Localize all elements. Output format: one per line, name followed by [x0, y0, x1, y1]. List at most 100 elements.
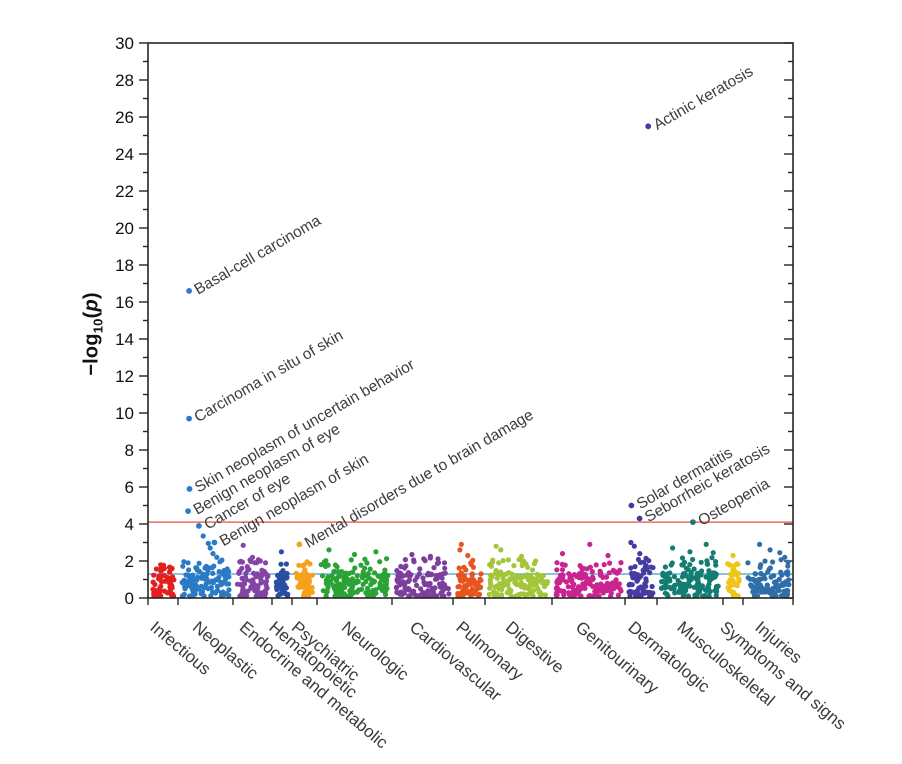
- scatter-point: [333, 578, 340, 584]
- scatter-point: [511, 563, 517, 569]
- scatter-point: [373, 549, 379, 555]
- scatter-point: [253, 573, 259, 579]
- scatter-point: [507, 577, 513, 583]
- scatter-point: [324, 589, 330, 595]
- scatter-point: [767, 547, 773, 553]
- scatter-point: [167, 588, 173, 594]
- scatter-point: [540, 579, 546, 585]
- scatter-point: [249, 554, 256, 560]
- scatter-point: [505, 557, 511, 563]
- scatter-point: [554, 579, 560, 585]
- scatter-point: [358, 562, 364, 568]
- scatter-point: [326, 547, 332, 553]
- scatter-point: [500, 558, 506, 564]
- scatter-point: [213, 577, 219, 583]
- scatter-point: [694, 570, 701, 576]
- scatter-point: [276, 575, 283, 582]
- y-axis-tick-label: 4: [125, 515, 134, 534]
- scatter-point: [635, 577, 641, 583]
- scatter-point: [300, 584, 306, 590]
- scatter-point: [760, 588, 766, 595]
- scatter-point: [533, 583, 540, 589]
- scatter-point: [770, 559, 776, 565]
- scatter-point: [580, 581, 586, 587]
- scatter-point: [579, 585, 585, 591]
- scatter-point: [575, 591, 581, 597]
- y-axis-tick-label: 0: [125, 589, 134, 608]
- scatter-point: [579, 570, 585, 576]
- scatter-point: [632, 564, 638, 570]
- scatter-point: [601, 562, 607, 568]
- scatter-point: [698, 559, 704, 565]
- scatter-point: [248, 558, 254, 565]
- scatter-point: [477, 584, 484, 590]
- scatter-point: [404, 572, 410, 578]
- y-axis-label-p: p: [80, 299, 103, 312]
- scatter-point: [441, 560, 448, 566]
- scatter-point: [750, 589, 756, 595]
- scatter-point: [181, 559, 187, 565]
- scatter-point: [726, 562, 732, 568]
- scatter-point: [160, 563, 166, 570]
- scatter-point: [427, 553, 433, 560]
- scatter-point: [596, 588, 603, 594]
- scatter-point: [731, 566, 737, 573]
- scatter-point: [631, 543, 637, 549]
- scatter-point: [521, 585, 528, 591]
- scatter-point: [542, 592, 549, 598]
- scatter-point: [360, 569, 366, 575]
- scatter-point: [635, 556, 642, 563]
- scatter-point: [558, 572, 564, 579]
- scatter-point: [283, 561, 289, 567]
- scatter-point: [417, 566, 423, 572]
- scatter-point: [630, 575, 636, 581]
- scatter-point: [512, 575, 519, 582]
- scatter-point: [628, 581, 634, 587]
- y-axis-tick-label: 24: [115, 145, 134, 164]
- scatter-point: [660, 570, 666, 576]
- scatter-point: [758, 576, 764, 582]
- scatter-point: [641, 588, 647, 594]
- scatter-point: [224, 581, 230, 587]
- scatter-point: [455, 584, 461, 590]
- scatter-point: [575, 586, 581, 592]
- scatter-point: [367, 566, 373, 572]
- scatter-point: [687, 562, 693, 568]
- scatter-point: [752, 571, 759, 577]
- scatter-point: [587, 541, 593, 548]
- scatter-point: [226, 592, 232, 599]
- scatter-point: [401, 565, 408, 571]
- scatter-point: [659, 579, 665, 585]
- scatter-point: [278, 561, 284, 567]
- scatter-point: [244, 593, 250, 599]
- labeled-scatter-point: [636, 515, 643, 522]
- scatter-point: [341, 591, 347, 597]
- scatter-point: [635, 572, 641, 578]
- scatter-point: [544, 579, 551, 585]
- y-axis-tick-label: 30: [115, 34, 134, 53]
- scatter-point: [670, 545, 676, 551]
- scatter-point: [460, 578, 466, 584]
- scatter-point: [642, 564, 648, 570]
- scatter-point: [519, 559, 526, 565]
- scatter-point: [351, 551, 358, 558]
- scatter-point: [219, 580, 225, 587]
- y-axis-tick-label: 2: [125, 552, 134, 571]
- scatter-point: [343, 570, 349, 576]
- scatter-point: [185, 560, 191, 566]
- scatter-point: [211, 563, 217, 569]
- scatter-point: [570, 582, 577, 588]
- scatter-point: [196, 568, 202, 574]
- scatter-point: [371, 570, 378, 576]
- scatter-point: [198, 575, 204, 581]
- scatter-point: [437, 572, 443, 578]
- scatter-point: [428, 571, 435, 577]
- scatter-point: [487, 562, 493, 568]
- scatter-point: [180, 563, 186, 569]
- scatter-point: [618, 560, 624, 566]
- scatter-point: [466, 577, 472, 583]
- scatter-point: [301, 574, 307, 580]
- scatter-point: [710, 570, 716, 576]
- scatter-point: [238, 581, 244, 588]
- scatter-point: [258, 580, 264, 586]
